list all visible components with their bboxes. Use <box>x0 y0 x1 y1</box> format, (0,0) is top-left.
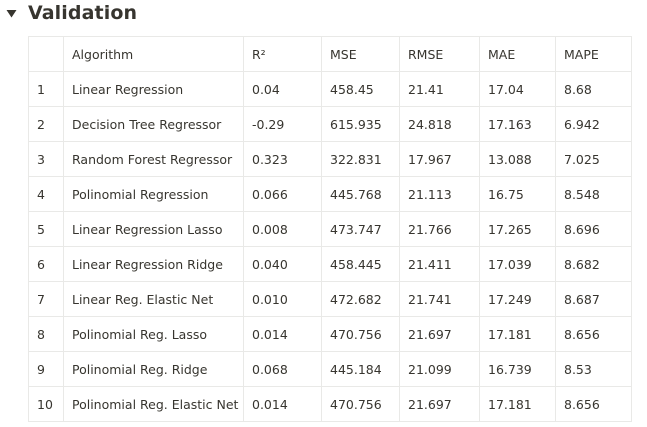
results-table: Algorithm R² MSE RMSE MAE MAPE 1 Linear R… <box>28 36 632 422</box>
rmse-cell[interactable]: 21.41 <box>399 71 480 107</box>
triangle-down-icon[interactable] <box>4 6 18 20</box>
algorithm-cell[interactable]: Polinomial Reg. Elastic Net <box>63 386 244 422</box>
header-cell-mape[interactable]: MAPE <box>555 36 632 72</box>
mae-cell[interactable]: 13.088 <box>479 141 556 177</box>
rmse-cell[interactable]: 21.099 <box>399 351 480 387</box>
table-row: 8 Polinomial Reg. Lasso 0.014 470.756 21.697… <box>28 316 632 352</box>
r2-cell[interactable]: 0.323 <box>243 141 322 177</box>
index-cell[interactable]: 8 <box>28 316 64 352</box>
mae-cell[interactable]: 17.265 <box>479 211 556 247</box>
r2-cell[interactable]: 0.04 <box>243 71 322 107</box>
mape-cell[interactable]: 8.548 <box>555 176 632 212</box>
rmse-cell[interactable]: 21.766 <box>399 211 480 247</box>
algorithm-cell[interactable]: Polinomial Reg. Ridge <box>63 351 244 387</box>
mse-cell[interactable]: 322.831 <box>321 141 400 177</box>
r2-cell[interactable]: 0.014 <box>243 316 322 352</box>
r2-cell[interactable]: 0.066 <box>243 176 322 212</box>
mae-cell[interactable]: 17.181 <box>479 316 556 352</box>
mse-cell[interactable]: 470.756 <box>321 386 400 422</box>
algorithm-cell[interactable]: Linear Regression <box>63 71 244 107</box>
mae-cell[interactable]: 16.739 <box>479 351 556 387</box>
table-row: 7 Linear Reg. Elastic Net 0.010 472.682 21.7… <box>28 281 632 317</box>
index-cell[interactable]: 10 <box>28 386 64 422</box>
mape-cell[interactable]: 8.687 <box>555 281 632 317</box>
mse-cell[interactable]: 445.184 <box>321 351 400 387</box>
rmse-cell[interactable]: 24.818 <box>399 106 480 142</box>
index-cell[interactable]: 3 <box>28 141 64 177</box>
mape-cell[interactable]: 8.53 <box>555 351 632 387</box>
mae-cell[interactable]: 17.249 <box>479 281 556 317</box>
table-body: 1 Linear Regression 0.04 458.45 21.41 17.04 8.… <box>28 71 632 422</box>
index-cell[interactable]: 1 <box>28 71 64 107</box>
rmse-cell[interactable]: 21.411 <box>399 246 480 282</box>
rmse-cell[interactable]: 21.741 <box>399 281 480 317</box>
rmse-cell[interactable]: 17.967 <box>399 141 480 177</box>
table-row: 5 Linear Regression Lasso 0.008 473.747 21.7… <box>28 211 632 247</box>
table-row: 2 Decision Tree Regressor -0.29 615.935 24.8… <box>28 106 632 142</box>
algorithm-cell[interactable]: Decision Tree Regressor <box>63 106 244 142</box>
mse-cell[interactable]: 615.935 <box>321 106 400 142</box>
table-row: 3 Random Forest Regressor 0.323 322.831 17.9… <box>28 141 632 177</box>
table-row: 9 Polinomial Reg. Ridge 0.068 445.184 21.099… <box>28 351 632 387</box>
r2-cell[interactable]: 0.014 <box>243 386 322 422</box>
mae-cell[interactable]: 17.04 <box>479 71 556 107</box>
table-row: 4 Polinomial Regression 0.066 445.768 21.113… <box>28 176 632 212</box>
mape-cell[interactable]: 7.025 <box>555 141 632 177</box>
algorithm-cell[interactable]: Linear Reg. Elastic Net <box>63 281 244 317</box>
algorithm-cell[interactable]: Polinomial Regression <box>63 176 244 212</box>
mse-cell[interactable]: 470.756 <box>321 316 400 352</box>
mae-cell[interactable]: 17.181 <box>479 386 556 422</box>
r2-cell[interactable]: 0.008 <box>243 211 322 247</box>
index-cell[interactable]: 4 <box>28 176 64 212</box>
mae-cell[interactable]: 16.75 <box>479 176 556 212</box>
results-table-container: Algorithm R² MSE RMSE MAE MAPE 1 Linear R… <box>28 36 632 422</box>
r2-cell[interactable]: 0.068 <box>243 351 322 387</box>
header-cell-mae[interactable]: MAE <box>479 36 556 72</box>
table-row: 6 Linear Regression Ridge 0.040 458.445 21.4… <box>28 246 632 282</box>
index-cell[interactable]: 5 <box>28 211 64 247</box>
mape-cell[interactable]: 8.656 <box>555 386 632 422</box>
validation-toggle[interactable]: Validation <box>4 0 137 26</box>
header-cell-index[interactable] <box>28 36 64 72</box>
r2-cell[interactable]: 0.040 <box>243 246 322 282</box>
mse-cell[interactable]: 458.45 <box>321 71 400 107</box>
algorithm-cell[interactable]: Polinomial Reg. Lasso <box>63 316 244 352</box>
rmse-cell[interactable]: 21.697 <box>399 316 480 352</box>
mse-cell[interactable]: 445.768 <box>321 176 400 212</box>
r2-cell[interactable]: 0.010 <box>243 281 322 317</box>
header-cell-r2[interactable]: R² <box>243 36 322 72</box>
toggle-title: Validation <box>28 2 138 24</box>
r2-cell[interactable]: -0.29 <box>243 106 322 142</box>
mse-cell[interactable]: 458.445 <box>321 246 400 282</box>
mae-cell[interactable]: 17.163 <box>479 106 556 142</box>
index-cell[interactable]: 6 <box>28 246 64 282</box>
table-row: 10 Polinomial Reg. Elastic Net 0.014 470.75… <box>28 386 632 422</box>
mape-cell[interactable]: 6.942 <box>555 106 632 142</box>
algorithm-cell[interactable]: Linear Regression Lasso <box>63 211 244 247</box>
mape-cell[interactable]: 8.656 <box>555 316 632 352</box>
algorithm-cell[interactable]: Linear Regression Ridge <box>63 246 244 282</box>
algorithm-cell[interactable]: Random Forest Regressor <box>63 141 244 177</box>
table-row: 1 Linear Regression 0.04 458.45 21.41 17.04 8.… <box>28 71 632 107</box>
index-cell[interactable]: 7 <box>28 281 64 317</box>
rmse-cell[interactable]: 21.113 <box>399 176 480 212</box>
header-cell-mse[interactable]: MSE <box>321 36 400 72</box>
mape-cell[interactable]: 8.68 <box>555 71 632 107</box>
header-cell-rmse[interactable]: RMSE <box>399 36 480 72</box>
mae-cell[interactable]: 17.039 <box>479 246 556 282</box>
index-cell[interactable]: 2 <box>28 106 64 142</box>
table-header-row: Algorithm R² MSE RMSE MAE MAPE <box>28 36 632 72</box>
mape-cell[interactable]: 8.696 <box>555 211 632 247</box>
index-cell[interactable]: 9 <box>28 351 64 387</box>
rmse-cell[interactable]: 21.697 <box>399 386 480 422</box>
header-cell-algorithm[interactable]: Algorithm <box>63 36 244 72</box>
mse-cell[interactable]: 472.682 <box>321 281 400 317</box>
mape-cell[interactable]: 8.682 <box>555 246 632 282</box>
mse-cell[interactable]: 473.747 <box>321 211 400 247</box>
